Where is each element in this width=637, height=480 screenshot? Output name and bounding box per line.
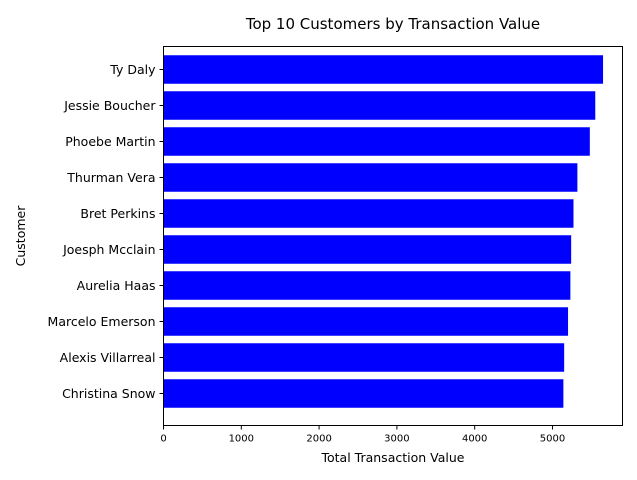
bar [163, 379, 564, 408]
x-tick-label: 2000 [306, 434, 331, 445]
y-tick-label: Alexis Villarreal [60, 350, 156, 365]
x-tick-label: 4000 [462, 434, 487, 445]
plot-frame [163, 46, 623, 426]
y-axis-label: Customer [13, 205, 28, 267]
bar [163, 343, 565, 372]
y-tick-label: Christina Snow [62, 386, 155, 401]
x-ticks-group: 0 1000 2000 3000 4000 5000 [160, 425, 565, 445]
chart-title: Top 10 Customers by Transaction Value [245, 15, 540, 33]
y-tick-label: Ty Daly [109, 62, 156, 77]
y-tick-label: Phoebe Martin [65, 134, 155, 149]
bar [163, 271, 571, 300]
y-tick-label: Thurman Vera [66, 170, 155, 185]
y-ticks-group: Ty Daly Jessie Boucher Phoebe Martin Thurma… [48, 62, 164, 401]
x-axis-label: Total Transaction Value [321, 450, 465, 465]
x-tick-label: 3000 [384, 434, 409, 445]
bar [163, 199, 574, 228]
x-tick-label: 5000 [540, 434, 565, 445]
bar [163, 307, 569, 336]
bar [163, 163, 578, 192]
x-tick-label: 1000 [229, 434, 254, 445]
y-tick-label: Marcelo Emerson [48, 314, 156, 329]
bar [163, 91, 596, 120]
bar [163, 55, 604, 84]
bar [163, 235, 572, 264]
y-tick-label: Jessie Boucher [63, 98, 156, 113]
bar [163, 127, 590, 156]
x-tick-label: 0 [160, 434, 166, 445]
y-tick-label: Bret Perkins [80, 206, 155, 221]
y-tick-label: Aurelia Haas [77, 278, 156, 293]
bars-group [163, 55, 604, 408]
y-tick-label: Joesph Mcclain [62, 242, 155, 257]
